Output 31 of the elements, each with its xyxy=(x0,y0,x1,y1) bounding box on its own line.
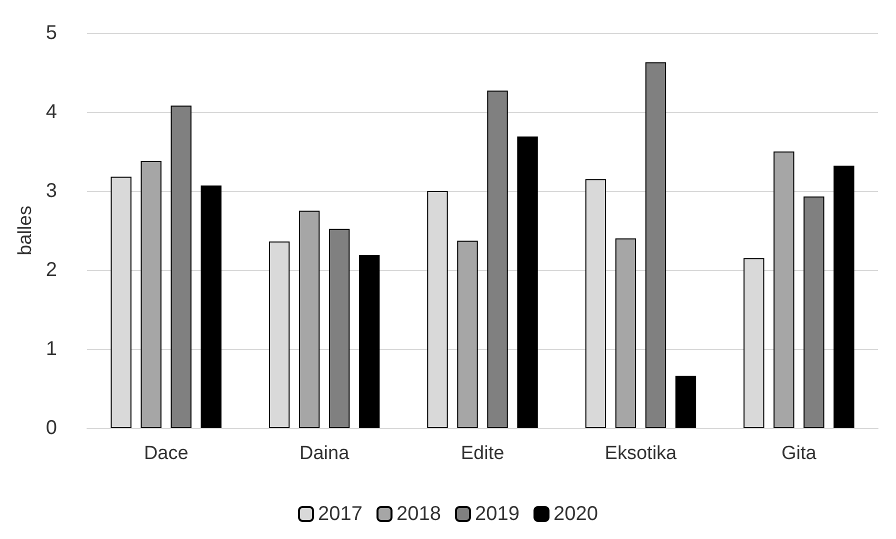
bar xyxy=(517,136,538,428)
bar xyxy=(358,254,380,428)
legend-label: 2017 xyxy=(318,503,363,525)
bar xyxy=(675,376,696,428)
y-axis-title: balles xyxy=(15,206,36,256)
y-tick-label: 1 xyxy=(46,338,58,360)
x-tick-label: Eksotika xyxy=(604,443,678,464)
y-tick-label: 2 xyxy=(46,259,58,281)
bar xyxy=(804,196,824,428)
bar xyxy=(774,152,794,428)
bar xyxy=(645,62,666,428)
y-tick-label: 3 xyxy=(46,180,58,202)
legend-label: 2020 xyxy=(553,503,598,525)
x-tick-label: Dace xyxy=(144,443,188,464)
bar xyxy=(298,210,320,428)
legend-label: 2018 xyxy=(396,503,442,525)
bar xyxy=(140,160,162,428)
bar xyxy=(615,238,636,428)
bar xyxy=(170,106,192,428)
x-tick-label: Gita xyxy=(781,443,817,464)
bar xyxy=(328,228,350,428)
bar xyxy=(200,185,222,428)
y-tick-label: 5 xyxy=(46,22,58,44)
bar xyxy=(457,240,478,428)
y-tick-label: 4 xyxy=(46,101,58,123)
bar xyxy=(487,90,508,428)
legend-label: 2019 xyxy=(475,503,520,525)
bar xyxy=(834,166,854,428)
x-tick-label: Edite xyxy=(460,443,504,464)
x-tick-label: Daina xyxy=(299,443,350,464)
y-tick-label: 0 xyxy=(46,417,58,439)
